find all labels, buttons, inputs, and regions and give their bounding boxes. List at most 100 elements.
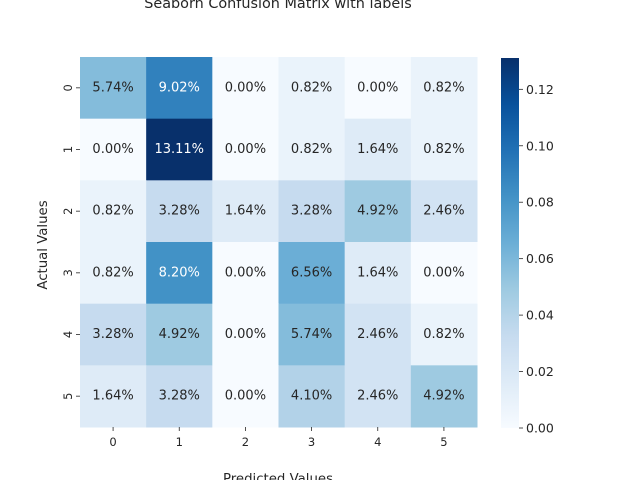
heatmap-cell-4-2 — [212, 303, 279, 366]
heatmap-cell-1-0 — [80, 118, 147, 181]
cell-annotation-1-2: 0.00% — [225, 142, 266, 157]
heatmap-cell-2-3 — [278, 180, 346, 243]
cell-annotation-0-3: 0.82% — [291, 80, 332, 95]
heatmap-cell-5-5 — [410, 365, 478, 428]
heatmap-cell-0-5 — [410, 57, 478, 120]
heatmap-cell-5-3 — [278, 365, 346, 428]
colorbar-tick-label-0: 0.00 — [526, 421, 554, 436]
heatmap-cell-5-4 — [344, 365, 412, 428]
y-tick-label-5: 5 — [61, 393, 75, 400]
colorbar-tick-label-3: 0.06 — [526, 251, 554, 266]
heatmap-cell-3-3 — [278, 242, 346, 305]
heatmap-cell-0-0 — [80, 57, 147, 120]
cell-annotation-2-2: 1.64% — [225, 204, 266, 219]
heatmap-cell-4-5 — [410, 303, 478, 366]
colorbar-tick-label-4: 0.08 — [526, 195, 554, 210]
heatmap-cell-5-0 — [80, 365, 147, 428]
y-axis-ticks: 0 1 2 3 4 5 — [61, 84, 80, 400]
cell-annotation-0-4: 0.00% — [357, 80, 398, 95]
heatmap-cell-0-3 — [278, 57, 346, 120]
cell-annotation-5-3: 4.10% — [291, 389, 332, 404]
cell-annotation-4-1: 4.92% — [159, 327, 200, 342]
cell-annotation-2-3: 3.28% — [291, 204, 332, 219]
cell-annotation-3-0: 0.82% — [92, 265, 133, 280]
colorbar-tick-label-6: 0.12 — [526, 82, 554, 97]
y-tick-label-0: 0 — [61, 84, 75, 91]
x-tick-label-0: 0 — [109, 435, 116, 449]
heatmap-cell-3-5 — [410, 242, 478, 305]
cell-annotation-1-4: 1.64% — [357, 142, 398, 157]
cell-annotation-2-4: 4.92% — [357, 204, 398, 219]
colorbar — [501, 58, 519, 428]
heatmap-cell-1-4 — [344, 118, 412, 181]
heatmap-cell-1-1 — [146, 118, 213, 181]
cell-annotation-5-0: 1.64% — [92, 389, 133, 404]
y-axis-label: Actual Values — [36, 200, 51, 289]
cell-annotation-4-0: 3.28% — [92, 327, 133, 342]
cell-annotation-2-5: 2.46% — [423, 204, 464, 219]
y-tick-label-1: 1 — [61, 146, 75, 153]
heatmap-cells — [80, 57, 478, 428]
cell-annotation-3-4: 1.64% — [357, 265, 398, 280]
x-axis-ticks: 0 1 2 3 4 5 — [109, 427, 448, 449]
heatmap-cell-2-0 — [80, 180, 147, 243]
cell-annotation-5-5: 4.92% — [423, 389, 464, 404]
x-tick-label-3: 3 — [308, 435, 315, 449]
cell-annotation-0-2: 0.00% — [225, 80, 266, 95]
cell-annotation-3-3: 6.56% — [291, 265, 332, 280]
y-tick-label-3: 3 — [61, 269, 75, 276]
cell-annotation-2-1: 3.28% — [159, 204, 200, 219]
heatmap-cell-5-2 — [212, 365, 279, 428]
cell-annotation-4-3: 5.74% — [291, 327, 332, 342]
cell-annotation-3-1: 8.20% — [159, 265, 200, 280]
heatmap-cell-4-3 — [278, 303, 346, 366]
y-tick-label-4: 4 — [61, 331, 75, 338]
heatmap-cell-3-0 — [80, 242, 147, 305]
colorbar-tick-label-2: 0.04 — [526, 308, 554, 323]
cell-annotations: 5.74% 9.02% 0.00% 0.82% 0.00% 0.82% 0.00% 13.11… — [92, 80, 464, 403]
cell-annotation-0-0: 5.74% — [92, 80, 133, 95]
heatmap-cell-2-5 — [410, 180, 478, 243]
heatmap-cell-1-2 — [212, 118, 279, 181]
cell-annotation-0-5: 0.82% — [423, 80, 464, 95]
heatmap-cell-2-4 — [344, 180, 412, 243]
heatmap-cell-4-1 — [146, 303, 213, 366]
cell-annotation-3-2: 0.00% — [225, 265, 266, 280]
cell-annotation-2-0: 0.82% — [92, 204, 133, 219]
cell-annotation-5-1: 3.28% — [159, 389, 200, 404]
x-tick-label-1: 1 — [176, 435, 183, 449]
heatmap-cell-1-3 — [278, 118, 346, 181]
heatmap-cell-2-1 — [146, 180, 213, 243]
x-axis-label: Predicted Values — [223, 472, 333, 480]
x-tick-label-4: 4 — [374, 435, 381, 449]
cell-annotation-5-2: 0.00% — [225, 389, 266, 404]
cell-annotation-4-5: 0.82% — [423, 327, 464, 342]
heatmap-cell-3-1 — [146, 242, 213, 305]
cell-annotation-1-5: 0.82% — [423, 142, 464, 157]
colorbar-ticks: 0.00 0.02 0.04 0.06 0.08 0.10 0.12 — [519, 82, 554, 436]
heatmap-cell-4-0 — [80, 303, 147, 366]
cell-annotation-3-5: 0.00% — [423, 265, 464, 280]
colorbar-tick-label-1: 0.02 — [526, 364, 554, 379]
cell-annotation-1-1: 13.11% — [154, 142, 204, 157]
x-tick-label-2: 2 — [242, 435, 249, 449]
colorbar-tick-label-5: 0.10 — [526, 138, 554, 153]
heatmap-cell-4-4 — [344, 303, 412, 366]
cell-annotation-0-1: 9.02% — [159, 80, 200, 95]
cell-annotation-1-0: 0.00% — [92, 142, 133, 157]
cell-annotation-5-4: 2.46% — [357, 389, 398, 404]
cell-annotation-1-3: 0.82% — [291, 142, 332, 157]
chart-title: Seaborn Confusion Matrix with labels — [144, 0, 412, 12]
heatmap-cell-5-1 — [146, 365, 213, 428]
heatmap-cell-2-2 — [212, 180, 279, 243]
heatmap-cell-3-2 — [212, 242, 279, 305]
x-tick-label-5: 5 — [440, 435, 447, 449]
heatmap-cell-0-4 — [344, 57, 412, 120]
heatmap-cell-3-4 — [344, 242, 412, 305]
heatmap-cell-1-5 — [410, 118, 478, 181]
heatmap-cell-0-2 — [212, 57, 279, 120]
y-tick-label-2: 2 — [61, 208, 75, 215]
cell-annotation-4-4: 2.46% — [357, 327, 398, 342]
cell-annotation-4-2: 0.00% — [225, 327, 266, 342]
